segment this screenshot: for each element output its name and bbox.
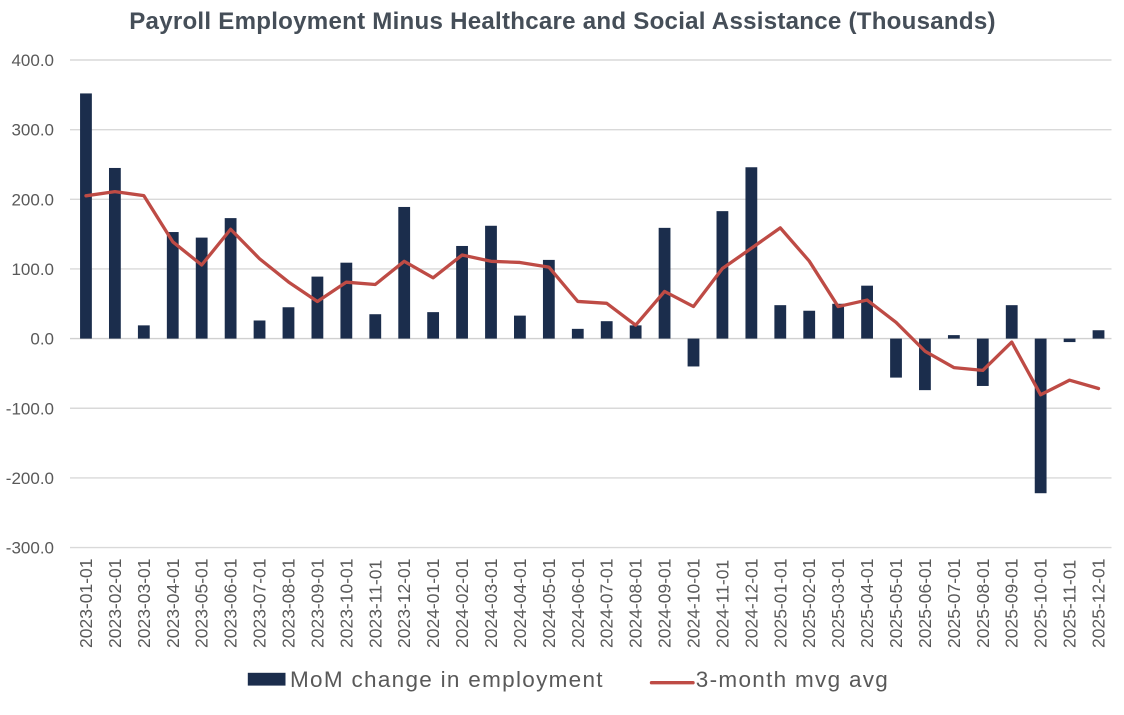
svg-text:2023-08-01: 2023-08-01	[278, 558, 298, 648]
svg-text:400.0: 400.0	[11, 51, 54, 70]
svg-text:-200.0: -200.0	[6, 469, 54, 488]
svg-text:3-month mvg avg: 3-month mvg avg	[696, 667, 889, 692]
svg-text:200.0: 200.0	[11, 190, 54, 209]
svg-text:2025-04-01: 2025-04-01	[857, 558, 877, 648]
svg-text:Payroll Employment Minus Healt: Payroll Employment Minus Healthcare and …	[129, 8, 996, 35]
svg-text:2024-11-01: 2024-11-01	[712, 560, 732, 648]
svg-text:2025-10-01: 2025-10-01	[1031, 558, 1051, 648]
svg-text:2025-09-01: 2025-09-01	[1002, 558, 1022, 648]
svg-text:2025-02-01: 2025-02-01	[799, 558, 819, 648]
svg-text:2023-01-01: 2023-01-01	[76, 558, 96, 648]
svg-text:2023-04-01: 2023-04-01	[163, 558, 183, 648]
svg-text:2025-03-01: 2025-03-01	[828, 558, 848, 648]
svg-text:2025-12-01: 2025-12-01	[1089, 558, 1109, 648]
svg-text:2023-06-01: 2023-06-01	[221, 558, 241, 648]
svg-text:2024-03-01: 2024-03-01	[481, 558, 501, 648]
svg-text:MoM change in employment: MoM change in employment	[290, 667, 604, 692]
svg-text:100.0: 100.0	[11, 260, 54, 279]
svg-text:2025-01-01: 2025-01-01	[770, 558, 790, 648]
svg-text:2023-07-01: 2023-07-01	[250, 558, 270, 648]
svg-text:0.0: 0.0	[30, 330, 54, 349]
svg-text:2024-06-01: 2024-06-01	[568, 558, 588, 648]
svg-text:2025-08-01: 2025-08-01	[973, 558, 993, 648]
svg-text:-100.0: -100.0	[6, 399, 54, 418]
svg-text:2023-11-01: 2023-11-01	[365, 560, 385, 648]
svg-text:2024-10-01: 2024-10-01	[684, 558, 704, 648]
svg-text:2023-10-01: 2023-10-01	[336, 558, 356, 648]
svg-text:2023-09-01: 2023-09-01	[307, 558, 327, 648]
svg-text:300.0: 300.0	[11, 121, 54, 140]
svg-text:-300.0: -300.0	[6, 539, 54, 558]
svg-text:2023-12-01: 2023-12-01	[394, 558, 414, 648]
svg-text:2024-08-01: 2024-08-01	[626, 558, 646, 648]
svg-text:2023-02-01: 2023-02-01	[105, 558, 125, 648]
svg-text:2025-06-01: 2025-06-01	[915, 558, 935, 648]
svg-text:2023-03-01: 2023-03-01	[134, 558, 154, 648]
svg-text:2024-07-01: 2024-07-01	[597, 558, 617, 648]
svg-text:2025-05-01: 2025-05-01	[886, 558, 906, 648]
svg-text:2024-01-01: 2024-01-01	[423, 558, 443, 648]
svg-text:2025-07-01: 2025-07-01	[944, 558, 964, 648]
svg-text:2024-12-01: 2024-12-01	[741, 558, 761, 648]
svg-text:2024-02-01: 2024-02-01	[452, 558, 472, 648]
svg-text:2025-11-01: 2025-11-01	[1060, 560, 1080, 648]
svg-text:2024-05-01: 2024-05-01	[539, 558, 559, 648]
svg-text:2023-05-01: 2023-05-01	[192, 558, 212, 648]
svg-text:2024-04-01: 2024-04-01	[510, 558, 530, 648]
svg-text:2024-09-01: 2024-09-01	[655, 558, 675, 648]
